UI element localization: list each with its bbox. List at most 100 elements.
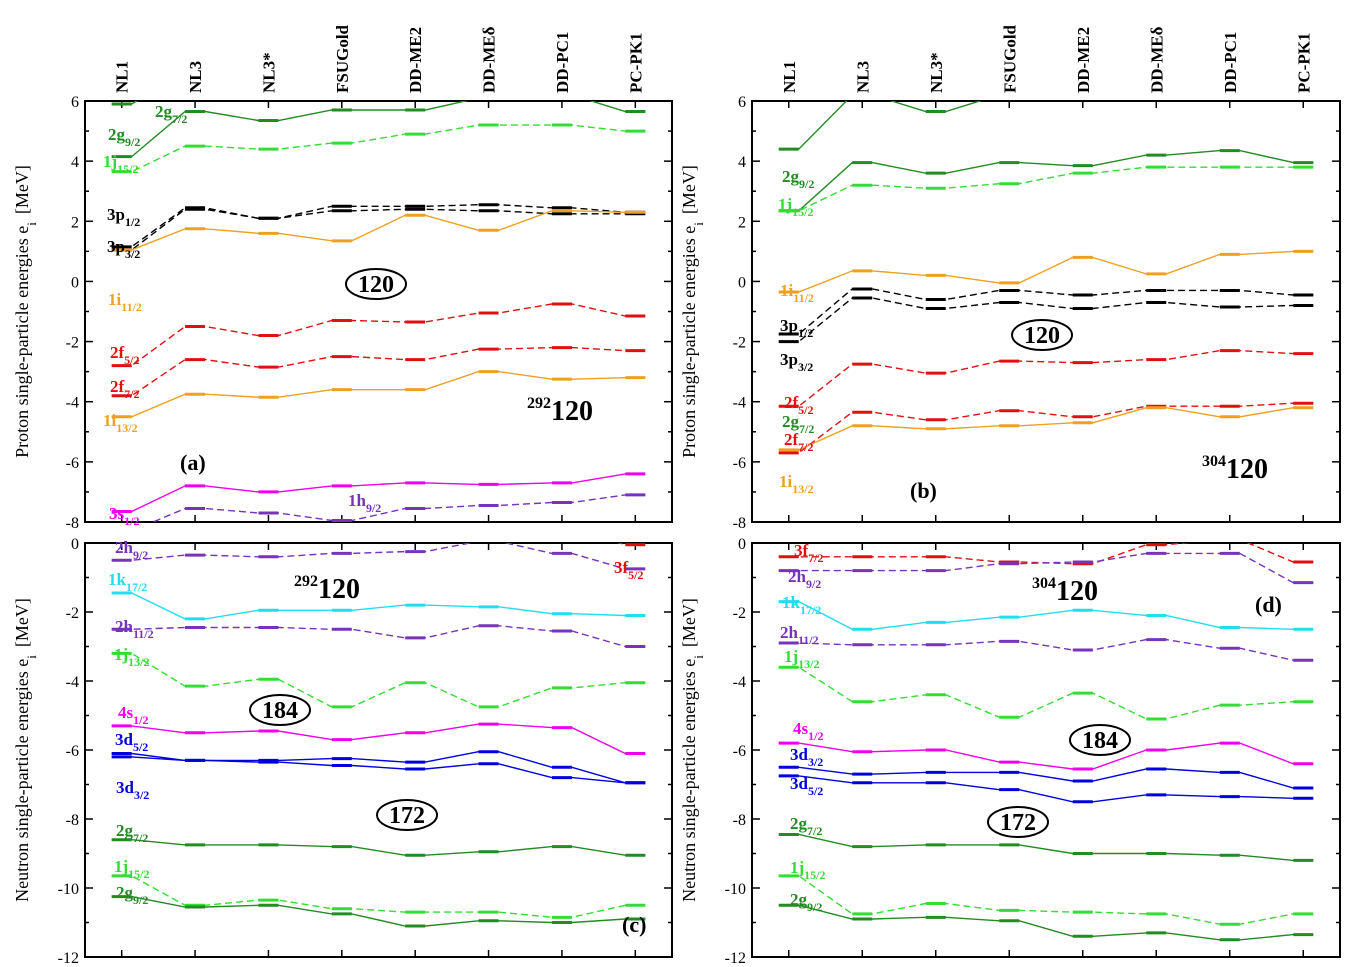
orbital-label: 2h11/2	[780, 623, 819, 647]
orbital-label: 3f5/2	[614, 558, 644, 582]
orbital-label: 2g9/2	[108, 125, 140, 149]
y-tick-label: -4	[733, 395, 746, 412]
series-line-1i-11_2	[111, 210, 646, 251]
orbital-label: 3s1/2	[109, 504, 139, 528]
orbital-label: 2f7/2	[110, 377, 140, 401]
model-label: NL3	[186, 61, 205, 93]
series-line-1j-13_2	[111, 652, 646, 708]
y-tick-label: -12	[725, 950, 746, 967]
series-line-2f-7_2	[778, 402, 1314, 454]
y-tick-label: -4	[733, 674, 746, 691]
magic-gap-ellipse	[987, 806, 1049, 838]
series-line-1j-15_2	[778, 166, 1314, 212]
series-line-1j-15_2	[778, 875, 1314, 925]
nucleus-label: 292120	[294, 573, 360, 605]
y-tick-label: -6	[66, 743, 79, 760]
panel-a: -8 -6 -4 -2 0 2 4 6 NL1 NL3 NL3* FSUGold DD-ME2 DD-ME…	[12, 24, 673, 532]
orbital-label: 2f5/2	[110, 343, 140, 367]
orbital-label: 2g9/2	[790, 890, 822, 914]
model-label: DD-PC1	[553, 32, 572, 93]
orbital-label: 3f7/2	[794, 541, 824, 565]
panel-d: -12 -10 -8 -6 -4 -2 0 Neutron single-particle e…	[679, 536, 1341, 967]
model-label: DD-MEδ	[480, 26, 499, 93]
series-line-1j-13_2	[778, 666, 1314, 720]
y-axis-title: Proton single-particle energies ei[MeV]	[12, 165, 39, 458]
series-line-1k-17_2	[778, 600, 1314, 630]
y-tick-label: 0	[71, 274, 79, 291]
series-line-3d-3_2	[778, 766, 1314, 789]
orbital-label: 2h9/2	[788, 567, 821, 591]
y-axis-title: Neutron single-particle energies ei[MeV]	[12, 598, 39, 902]
orbital-label: 4s1/2	[118, 703, 148, 727]
model-label: PC-PK1	[626, 33, 645, 93]
model-label: FSUGold	[333, 24, 352, 93]
orbital-label: 3p3/2	[780, 350, 813, 374]
orbital-label: 2h11/2	[115, 617, 154, 641]
y-tick-label: -6	[733, 743, 746, 760]
orbital-label: 3d3/2	[790, 745, 823, 769]
orbital-label: 1i13/2	[779, 472, 814, 496]
y-tick-label: 0	[738, 536, 746, 553]
magic-gap-ellipse	[249, 694, 311, 726]
orbital-label: 2g9/2	[116, 883, 148, 907]
y-tick-label: 2	[738, 214, 746, 231]
y-tick-label: 0	[738, 274, 746, 291]
orbital-label: 1k17/2	[108, 570, 147, 594]
magic-gap-label: 184	[262, 698, 298, 724]
magic-gap-ellipse	[345, 268, 407, 300]
orbital-label: 1h9/2	[348, 491, 381, 515]
y-tick-label: -4	[66, 395, 79, 412]
model-label: NL1	[780, 61, 799, 93]
model-label: NL3*	[927, 52, 946, 93]
orbital-label: 2g7/2	[155, 102, 187, 126]
series-line-4s-1_2	[778, 742, 1314, 770]
model-label: DD-ME2	[1074, 27, 1093, 93]
series-line-3f-5_2	[616, 543, 646, 546]
axis-frame-a	[84, 100, 673, 523]
series-line-1i-13_2	[778, 407, 1314, 451]
y-tick-label: -6	[66, 455, 79, 472]
series-line-2h-11_2	[778, 638, 1314, 661]
y-tick-label: -4	[66, 674, 79, 691]
model-label: NL3*	[259, 52, 278, 93]
magic-gap-label: 184	[1082, 728, 1118, 754]
y-tick-label: -2	[733, 605, 746, 622]
panel-b: -8 -6 -4 -2 0 2 4 6 NL1 NL3 NL3* FSUGold DD-ME2 DD-ME…	[679, 24, 1341, 532]
orbital-label: 1j13/2	[114, 645, 150, 669]
nucleus-label: 304120	[1202, 453, 1268, 485]
magic-gap-ellipse	[1011, 319, 1073, 351]
orbital-label: 4s1/2	[793, 719, 823, 743]
orbital-label: 1i13/2	[103, 411, 138, 435]
model-label: DD-ME2	[406, 27, 425, 93]
orbital-label: 3d5/2	[790, 774, 823, 798]
y-tick-label: 6	[738, 94, 746, 111]
series-line-2f-7_2	[111, 346, 646, 397]
model-label: DD-PC1	[1221, 32, 1240, 93]
model-label: DD-MEδ	[1147, 26, 1166, 93]
orbital-label: 2f7/2	[784, 430, 814, 454]
orbital-label: 1i11/2	[780, 281, 814, 305]
magic-gap-label: 172	[1000, 810, 1036, 836]
y-tick-label: -2	[733, 335, 746, 352]
y-axis-title: Proton single-particle energies ei[MeV]	[679, 165, 706, 458]
y-tick-label: 0	[71, 536, 79, 553]
magic-gap-ellipse	[376, 799, 438, 831]
panel-c: -12 -10 -8 -6 -4 -2 0 Neutron single-particle e…	[12, 536, 673, 967]
y-tick-label: 6	[71, 94, 79, 111]
orbital-label: 2g7/2	[782, 412, 814, 436]
orbital-label: 3p1/2	[107, 205, 140, 229]
orbital-label: 1j15/2	[790, 858, 826, 882]
axis-frame-c	[84, 542, 673, 958]
orbital-label: 3p1/2	[780, 316, 813, 340]
y-tick-label: -2	[66, 335, 79, 352]
y-tick-label: 4	[738, 154, 746, 171]
panel-label: (b)	[910, 478, 937, 503]
orbital-label: 1j15/2	[114, 857, 150, 881]
series-line-1j-15_2	[111, 124, 646, 173]
series-line-2g-9_2	[778, 149, 1314, 212]
y-tick-label: -8	[66, 515, 79, 532]
y-tick-label: -8	[66, 812, 79, 829]
series-line-2g-9_2	[778, 904, 1314, 941]
magic-gap-label: 172	[389, 803, 425, 829]
orbital-label: 1j13/2	[784, 647, 820, 671]
